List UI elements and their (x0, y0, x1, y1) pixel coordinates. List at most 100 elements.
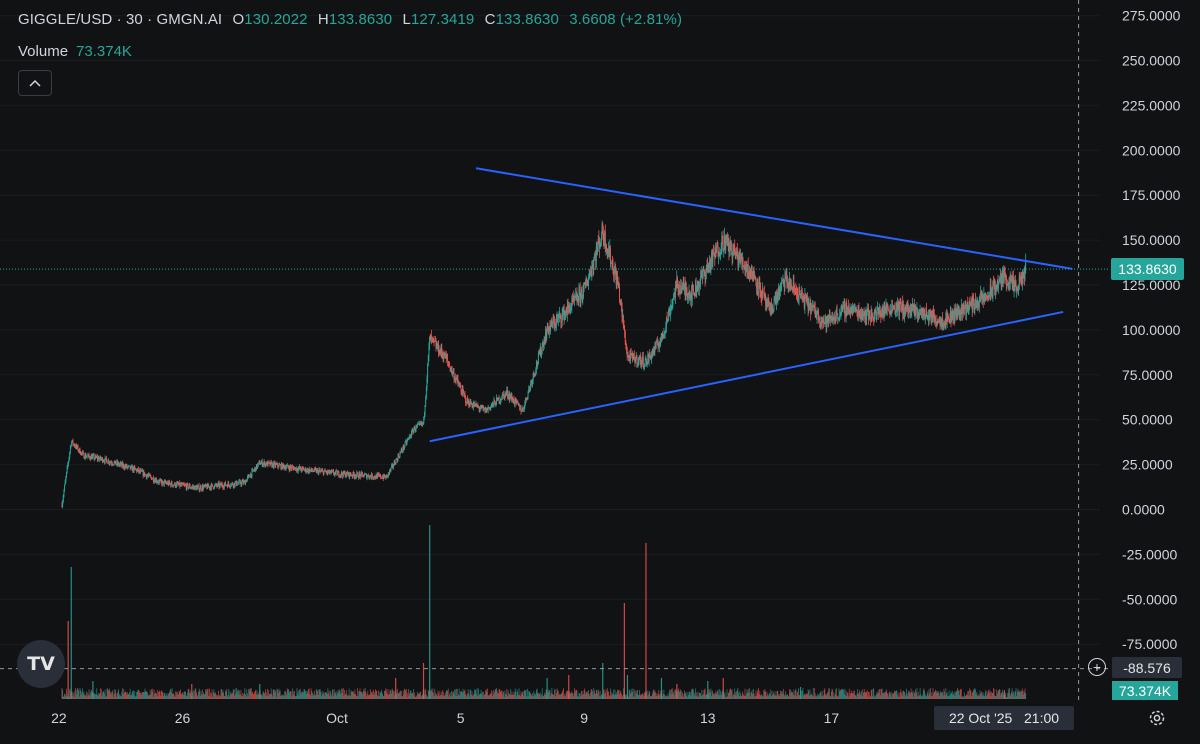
volume-bar-748 (543, 696, 544, 699)
volume-bar-1361 (937, 693, 939, 699)
volume-bar-925 (657, 695, 658, 699)
volume-bar-1005 (708, 693, 710, 699)
volume-bar-1315 (908, 691, 909, 699)
candle-body-207 (194, 485, 196, 490)
volume-bar-734 (534, 693, 535, 699)
volume-bar-435 (341, 692, 343, 699)
candle-body-1484 (1016, 287, 1018, 290)
volume-bar-340 (280, 695, 282, 699)
candle-body-1036 (728, 243, 730, 253)
candle-body-1318 (910, 309, 911, 314)
candle-body-1086 (760, 296, 762, 298)
candle-body-605 (451, 367, 452, 370)
volume-bar-529 (402, 696, 403, 699)
volume-bar-1101 (770, 689, 772, 699)
candle-body-1488 (1019, 277, 1021, 280)
candle-body-1399 (962, 309, 964, 315)
candle-body-1002 (706, 265, 708, 272)
volume-bar-1485 (1017, 688, 1019, 699)
candle-body-763 (552, 319, 554, 328)
candle-body-787 (568, 304, 570, 308)
volume-bar-703 (514, 693, 515, 699)
volume-bar-1241 (860, 692, 862, 699)
candle-body-1105 (772, 309, 774, 313)
candle-body-1284 (888, 308, 890, 310)
candle-body-1011 (712, 251, 714, 264)
volume-bar-1366 (940, 692, 942, 699)
candle-body-132 (146, 475, 148, 478)
volume-bar-204 (192, 690, 194, 699)
candle-body-69 (105, 457, 107, 461)
candle-body-963 (681, 289, 683, 294)
candle-body-1 (62, 501, 64, 507)
candle-body-1312 (906, 303, 908, 310)
candle-body-453 (353, 472, 355, 475)
candle-body-1481 (1014, 281, 1016, 283)
volume-bar-158 (163, 696, 165, 699)
y-tick-label-11: 0.0000 (1122, 502, 1165, 518)
volume-bar-484 (373, 689, 374, 699)
volume-bar-32 (82, 688, 83, 699)
tradingview-logo[interactable]: TV (17, 640, 65, 688)
volume-bar-208 (195, 689, 197, 699)
volume-bar-563 (424, 694, 425, 699)
candle-body-640 (473, 403, 475, 405)
candle-body-967 (684, 284, 685, 289)
candle-body-1450 (994, 285, 996, 295)
gear-icon[interactable] (1146, 707, 1168, 729)
candle-body-1091 (763, 292, 765, 297)
volume-bar-495 (380, 692, 382, 699)
candle-body-1126 (786, 274, 788, 284)
candle-body-134 (147, 475, 149, 477)
volume-bar-1308 (903, 691, 905, 699)
candle-body-1209 (839, 314, 841, 316)
price-axis[interactable]: 275.0000250.0000225.0000200.0000175.0000… (1122, 8, 1181, 653)
volume-bar-951 (673, 695, 675, 699)
volume-bar-556 (419, 692, 421, 699)
candle-body-1046 (734, 252, 736, 259)
candle-body-364 (295, 468, 297, 471)
volume-bar-1068 (749, 688, 750, 699)
candle-body-1038 (729, 240, 731, 250)
volume-legend[interactable]: Volume 73.374K (18, 43, 132, 60)
volume-bar-615 (457, 695, 459, 699)
candle-body-1017 (716, 244, 718, 253)
time-axis[interactable]: 22 26 Oct 5 9 13 17 (51, 710, 839, 726)
candle-body-1344 (926, 315, 928, 317)
candle-body-1079 (756, 283, 758, 289)
candle-body-84 (115, 464, 117, 465)
trendlines[interactable] (429, 167, 1073, 443)
candle-body-1215 (843, 304, 845, 307)
symbol-title[interactable]: GIGGLE/USD · 30 · GMGN.AI (18, 11, 223, 28)
candle-body-489 (376, 474, 378, 479)
candle-body-101 (126, 464, 128, 468)
volume-bar-1018 (716, 691, 718, 699)
volume-bar-462 (359, 691, 360, 699)
volume-bar-980 (692, 688, 694, 699)
volume-bar-864 (617, 690, 619, 699)
candle-body-706 (516, 399, 517, 403)
candle-body-1322 (912, 304, 914, 307)
candle-body-248 (221, 484, 223, 486)
volume-bar-297 (252, 694, 254, 699)
candle-body-757 (548, 326, 550, 334)
collapse-legend-button[interactable] (18, 70, 52, 96)
volume-spike-8 (546, 678, 548, 699)
candle-body-1342 (925, 308, 927, 317)
volume-bar-903 (642, 694, 644, 699)
candle-body-1191 (828, 318, 830, 322)
plus-icon[interactable]: + (1088, 658, 1106, 676)
candle-body-74 (109, 462, 111, 464)
candle-body-304 (257, 464, 259, 468)
candles (61, 220, 1027, 509)
volume-bar-1479 (1013, 696, 1015, 699)
candle-body-836 (599, 242, 601, 249)
candle-body-973 (687, 294, 689, 297)
candle-body-458 (356, 472, 358, 476)
volume-bar-805 (579, 692, 581, 699)
candle-body-1087 (761, 297, 763, 299)
candle-body-265 (232, 482, 234, 485)
candle-body-1290 (891, 304, 893, 309)
volume-bar-1259 (872, 696, 873, 699)
